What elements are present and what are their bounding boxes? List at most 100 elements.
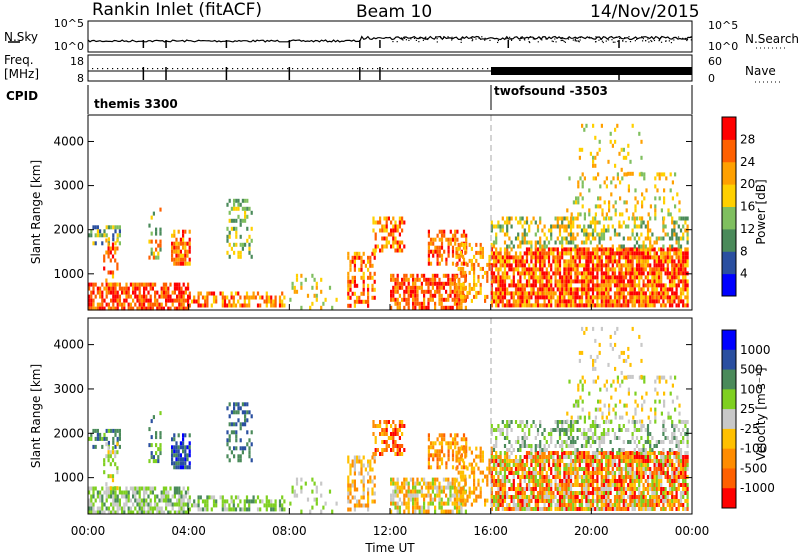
data-cell	[596, 151, 599, 156]
data-cell	[530, 275, 533, 280]
data-cell	[585, 291, 588, 296]
data-cell	[431, 489, 434, 494]
data-cell	[453, 489, 456, 494]
data-cell	[274, 499, 277, 504]
data-cell	[358, 267, 361, 272]
data-cell	[563, 467, 566, 471]
data-cell	[514, 487, 518, 491]
data-cell	[105, 482, 108, 487]
data-cell	[587, 271, 590, 276]
data-cell	[458, 509, 461, 514]
data-cell	[523, 228, 526, 233]
data-cell	[195, 503, 198, 508]
freq-point	[397, 68, 399, 70]
data-cell	[171, 457, 174, 462]
data-cell	[506, 467, 509, 471]
data-cell	[427, 453, 430, 458]
data-cell	[605, 267, 608, 272]
data-cell	[445, 297, 448, 302]
data-cell	[587, 463, 590, 467]
data-cell	[539, 275, 542, 280]
data-cell	[114, 246, 117, 251]
data-cell	[576, 459, 579, 463]
data-cell	[631, 503, 634, 507]
data-cell	[519, 495, 522, 499]
data-cell	[600, 291, 603, 296]
data-cell	[585, 247, 588, 252]
data-cell	[653, 271, 656, 276]
data-cell	[547, 499, 551, 503]
data-cell	[396, 448, 399, 452]
nsearch-point	[670, 41, 673, 44]
data-cell	[167, 306, 170, 311]
data-cell	[635, 291, 639, 296]
data-cell	[453, 285, 456, 290]
data-cell	[182, 261, 185, 266]
data-cell	[272, 303, 275, 308]
data-cell	[567, 295, 570, 300]
data-cell	[140, 502, 143, 507]
data-cell	[367, 259, 370, 264]
data-cell	[644, 255, 647, 260]
data-cell	[118, 286, 121, 291]
data-cell	[458, 493, 461, 498]
data-cell	[239, 218, 242, 223]
data-cell	[634, 196, 637, 201]
data-cell	[111, 446, 115, 451]
data-cell	[353, 263, 356, 268]
data-cell	[497, 491, 500, 495]
data-cell	[686, 255, 689, 260]
data-cell	[574, 291, 577, 296]
data-cell	[429, 465, 433, 470]
data-cell	[638, 236, 641, 241]
data-cell	[349, 283, 352, 288]
data-cell	[438, 293, 441, 298]
data-cell	[465, 441, 468, 446]
data-cell	[525, 279, 529, 284]
data-cell	[620, 479, 623, 483]
data-cell	[362, 455, 365, 460]
data-cell	[226, 499, 229, 504]
data-cell	[396, 248, 399, 253]
data-cell	[233, 422, 236, 427]
data-cell	[451, 509, 454, 514]
data-cell	[585, 263, 588, 268]
data-cell	[488, 266, 491, 271]
freq-point	[172, 68, 174, 70]
data-cell	[671, 271, 674, 276]
data-cell	[662, 247, 665, 252]
data-cell	[541, 271, 544, 276]
data-cell	[109, 270, 112, 275]
data-cell	[267, 295, 271, 300]
data-cell	[545, 267, 548, 272]
data-cell	[462, 490, 465, 495]
data-cell	[545, 455, 548, 459]
nsearch-point	[510, 39, 513, 41]
data-cell	[451, 437, 455, 442]
data-cell	[495, 255, 498, 260]
data-cell	[506, 263, 509, 268]
data-cell	[414, 493, 417, 498]
data-cell	[151, 490, 154, 495]
data-cell	[241, 246, 244, 251]
data-cell	[165, 290, 168, 295]
data-cell	[627, 483, 630, 487]
data-cell	[580, 495, 584, 499]
data-cell	[556, 287, 559, 292]
data-cell	[655, 275, 658, 280]
data-cell	[182, 302, 185, 307]
data-cell	[398, 436, 401, 440]
data-cell	[394, 485, 397, 490]
data-cell	[514, 236, 518, 241]
data-cell	[405, 285, 408, 290]
data-cell	[541, 263, 544, 268]
data-cell	[140, 486, 143, 491]
data-cell	[532, 487, 535, 491]
data-cell	[92, 502, 95, 507]
data-cell	[662, 224, 665, 229]
data-cell	[116, 486, 119, 491]
data-cell	[506, 463, 509, 467]
data-cell	[479, 266, 482, 271]
freq-point	[177, 68, 179, 70]
data-cell	[107, 250, 110, 255]
